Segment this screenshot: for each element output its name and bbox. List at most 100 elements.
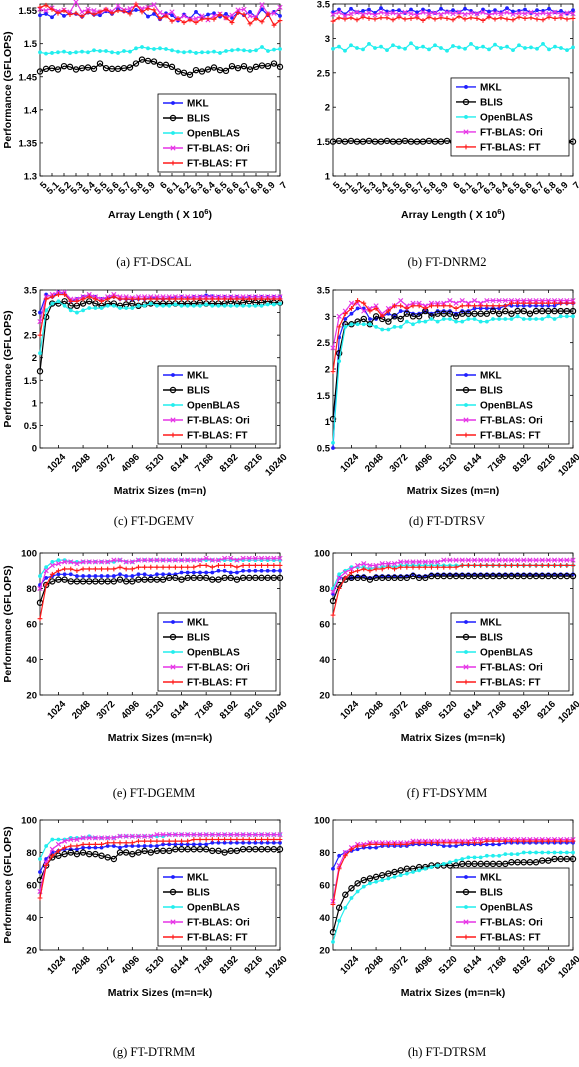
data-point xyxy=(353,138,361,145)
data-point xyxy=(148,296,154,302)
data-point xyxy=(98,578,105,585)
data-point xyxy=(67,578,74,585)
data-point xyxy=(330,369,336,375)
data-point xyxy=(85,9,91,15)
data-point xyxy=(271,555,277,561)
data-point xyxy=(194,10,198,14)
data-point xyxy=(103,6,109,12)
data-point xyxy=(114,65,122,73)
data-point xyxy=(55,10,61,16)
data-point xyxy=(259,296,264,302)
data-point xyxy=(233,847,241,855)
data-point xyxy=(514,572,521,580)
data-point xyxy=(49,294,55,300)
data-point xyxy=(191,303,196,308)
data-point xyxy=(133,1,139,7)
data-point xyxy=(411,322,415,327)
data-point xyxy=(330,612,336,618)
data-point xyxy=(330,18,336,24)
data-point xyxy=(539,857,546,864)
data-point xyxy=(188,49,192,54)
data-point xyxy=(198,68,206,75)
data-point xyxy=(240,832,246,838)
data-point xyxy=(154,838,160,844)
data-point xyxy=(229,12,235,18)
data-point xyxy=(156,61,164,69)
data-point xyxy=(534,850,538,855)
data-point xyxy=(384,11,390,17)
data-point xyxy=(502,297,508,304)
chart-panel-1: 1.31.351.41.451.51.5555.15.25.35.45.55.6… xyxy=(2,0,290,269)
data-point xyxy=(515,303,520,308)
data-point xyxy=(155,844,159,848)
data-point xyxy=(558,314,563,319)
y-tick-label: 1.55 xyxy=(19,6,38,17)
data-point xyxy=(270,60,278,67)
data-point xyxy=(56,299,61,304)
data-point xyxy=(372,574,380,582)
legend-label: FT-BLAS: Ori xyxy=(480,128,543,139)
y-tick-label: 1.5 xyxy=(317,391,331,402)
data-point xyxy=(81,845,85,850)
data-point xyxy=(498,11,504,17)
legend-label: BLIS xyxy=(187,114,210,125)
data-point xyxy=(410,300,416,306)
data-point xyxy=(203,837,209,842)
data-point xyxy=(148,833,154,839)
data-point xyxy=(259,840,264,845)
data-point xyxy=(80,835,86,841)
data-point xyxy=(111,557,117,563)
data-point xyxy=(361,843,367,849)
data-point xyxy=(498,15,504,21)
data-point xyxy=(372,313,380,320)
data-point xyxy=(228,303,233,308)
data-point xyxy=(509,563,514,568)
data-point xyxy=(545,557,551,563)
data-point xyxy=(465,310,472,317)
data-point xyxy=(570,300,576,306)
data-point xyxy=(447,297,453,304)
data-point xyxy=(92,48,96,53)
data-point xyxy=(61,8,67,14)
y-tick-label: 20 xyxy=(26,946,37,957)
data-point xyxy=(124,306,129,310)
y-tick-label: 100 xyxy=(21,816,37,827)
chart-panel-2: 11.522.533.555.15.25.35.45.55.65.75.85.9… xyxy=(317,0,579,269)
data-point xyxy=(108,65,116,73)
y-tick-label: 2 xyxy=(325,365,330,376)
data-point xyxy=(172,574,179,582)
data-point xyxy=(459,557,465,563)
data-point xyxy=(116,849,124,856)
data-point xyxy=(56,50,60,55)
data-point xyxy=(452,572,460,580)
data-point xyxy=(198,303,202,308)
data-point xyxy=(343,324,348,329)
data-point xyxy=(465,572,472,580)
y-tick-label: 1 xyxy=(32,398,38,409)
data-point xyxy=(278,568,282,573)
data-point xyxy=(166,296,172,302)
data-point xyxy=(385,841,391,847)
data-point xyxy=(258,846,265,853)
data-point xyxy=(336,575,342,581)
x-tick-label: 7168 xyxy=(486,452,509,475)
data-point xyxy=(415,574,423,582)
data-point xyxy=(401,137,409,145)
data-point xyxy=(258,555,265,561)
data-point xyxy=(80,49,84,54)
data-point xyxy=(360,315,367,323)
data-point xyxy=(62,838,68,844)
series-line xyxy=(332,838,573,902)
data-point xyxy=(398,309,403,313)
data-point xyxy=(361,322,366,327)
data-point xyxy=(396,14,402,20)
x-tick-label: 3072 xyxy=(388,954,411,977)
data-point xyxy=(335,350,343,357)
data-point xyxy=(170,48,174,53)
data-point xyxy=(403,46,407,51)
data-point xyxy=(552,16,558,21)
data-point xyxy=(443,137,451,145)
data-point xyxy=(420,18,426,23)
data-point xyxy=(366,16,372,21)
data-point xyxy=(451,44,455,48)
